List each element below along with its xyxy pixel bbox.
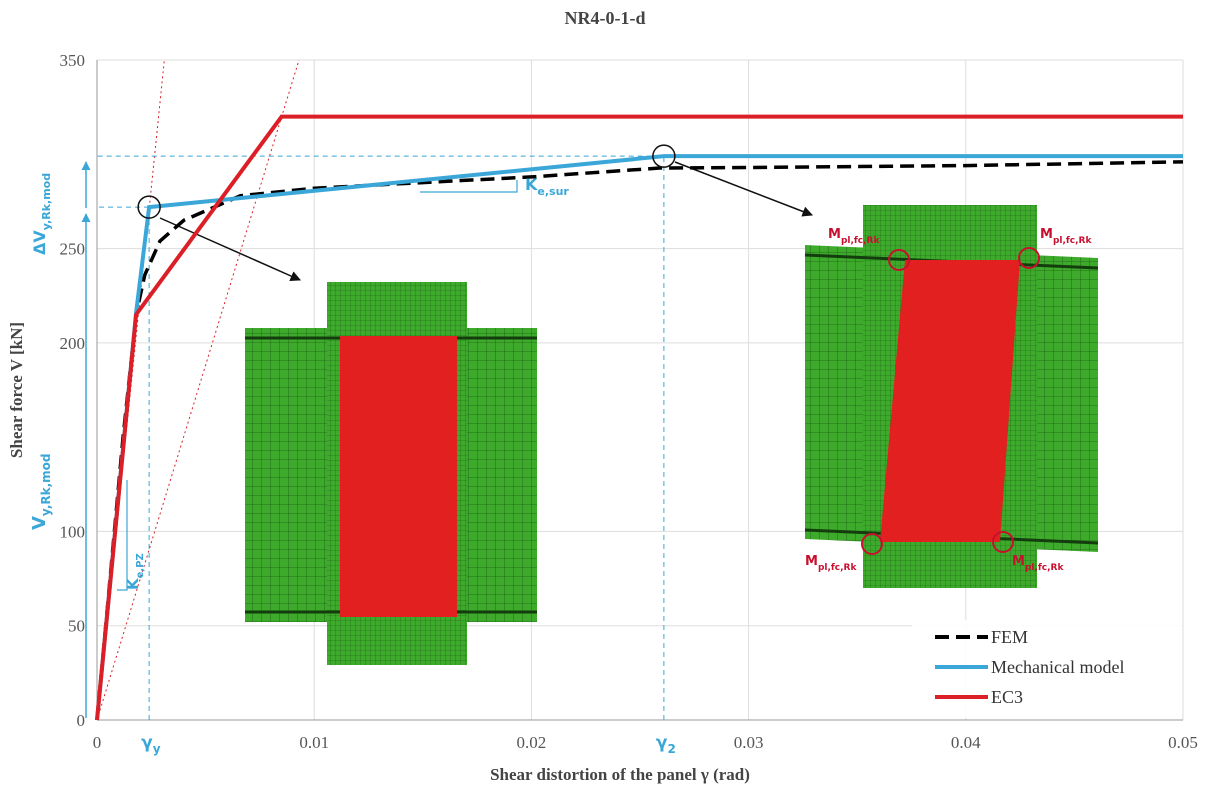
mesh-label: Mpl,fc,Rk bbox=[805, 554, 857, 573]
v-label-sub: y,Rk,mod bbox=[39, 453, 53, 516]
mesh-left bbox=[245, 282, 537, 665]
x-tick-label: 0 bbox=[93, 733, 102, 752]
x-tick-label: 0.05 bbox=[1168, 733, 1198, 752]
ksur-label-sub: e,sur bbox=[537, 185, 569, 198]
y-tick-label: 250 bbox=[60, 240, 86, 259]
mesh-label-sub: pl,fc,Rk bbox=[1053, 236, 1093, 246]
legend-label: EC3 bbox=[991, 687, 1023, 707]
x-tick-label: 0.02 bbox=[517, 733, 547, 752]
y-axis-label: Shear force V [kN] bbox=[7, 322, 26, 458]
arrow bbox=[675, 162, 812, 215]
v-label: Vy,Rk,mod bbox=[29, 453, 53, 530]
x-axis-label: Shear distortion of the panel γ (rad) bbox=[490, 765, 750, 784]
mesh-label-main: M bbox=[805, 554, 818, 569]
delta-v-label-main: ΔV bbox=[30, 230, 49, 255]
marker-label: γ2 bbox=[656, 733, 676, 756]
kpz-label-sub: e,PZ bbox=[135, 553, 146, 578]
marker-label-sub: 2 bbox=[667, 742, 675, 756]
mesh-label: Mpl,fc,Rk bbox=[1040, 227, 1092, 246]
mesh-label-sub: pl,fc,Rk bbox=[818, 563, 858, 573]
chart-title: NR4-0-1-d bbox=[565, 8, 646, 28]
legend-label: Mechanical model bbox=[991, 657, 1124, 677]
delta-v-label: ΔVy,Rk,mod bbox=[30, 173, 53, 255]
y-tick-label: 100 bbox=[60, 522, 86, 541]
mesh-label-main: M bbox=[1040, 227, 1053, 242]
legend: FEM Mechanical model EC3 bbox=[912, 620, 1182, 718]
mesh-label-main: M bbox=[1012, 554, 1025, 569]
legend-label: FEM bbox=[991, 627, 1028, 647]
v-label-main: V bbox=[29, 516, 50, 530]
y-tick-label: 0 bbox=[77, 711, 86, 730]
x-tick-label: 0.03 bbox=[734, 733, 764, 752]
y-tick-label: 200 bbox=[60, 334, 86, 353]
marker-label-sub: y bbox=[153, 742, 161, 756]
marker-label: γy bbox=[141, 733, 161, 756]
mesh-right bbox=[805, 205, 1098, 588]
ksur-label-main: K bbox=[525, 175, 538, 194]
y-tick-label: 350 bbox=[60, 51, 86, 70]
y-tick-label: 50 bbox=[68, 617, 85, 636]
chart: NR4-0-1-d Shear distortion of the panel … bbox=[0, 0, 1210, 791]
x-tick-label: 0.01 bbox=[299, 733, 329, 752]
mesh-label-main: M bbox=[828, 227, 841, 242]
delta-v-label-sub: y,Rk,mod bbox=[40, 173, 53, 230]
mesh-label-sub: pl,fc,Rk bbox=[841, 236, 881, 246]
marker-label-main: γ bbox=[656, 733, 668, 753]
marker-label-main: γ bbox=[141, 733, 153, 753]
x-tick-label: 0.04 bbox=[951, 733, 981, 752]
mesh-label-sub: pl,fc,Rk bbox=[1025, 563, 1065, 573]
